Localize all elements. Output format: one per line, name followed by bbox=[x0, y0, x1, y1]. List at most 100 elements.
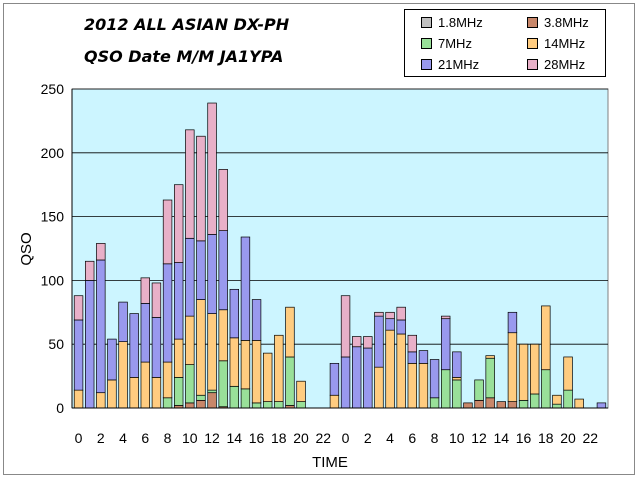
bar-segment bbox=[329, 394, 340, 409]
bar-segment bbox=[185, 315, 195, 365]
y-tick-labels: 0 50 100 150 200 250 bbox=[41, 81, 65, 416]
bar-segment bbox=[196, 240, 206, 300]
bar-segment bbox=[229, 385, 240, 409]
bar-segment bbox=[541, 369, 551, 409]
bar-segment bbox=[262, 352, 273, 402]
legend-swatch-28mhz bbox=[527, 59, 538, 70]
bar-segment bbox=[96, 392, 106, 409]
x-tick-label: 6 bbox=[141, 430, 149, 446]
x-tick-label: 10 bbox=[182, 430, 198, 446]
x-tick-label: 6 bbox=[408, 430, 416, 446]
x-tick-label: 20 bbox=[293, 430, 309, 446]
bar-segment bbox=[296, 401, 306, 409]
bar-segment bbox=[118, 341, 128, 409]
bar-segment bbox=[218, 169, 228, 231]
bar-segment bbox=[385, 311, 395, 320]
bar-segment bbox=[418, 362, 429, 409]
legend-swatch-3-8mhz bbox=[527, 17, 538, 28]
x-tick-label: 14 bbox=[227, 430, 243, 446]
bar-segment bbox=[396, 319, 406, 335]
bar-segment bbox=[251, 340, 262, 404]
bar-segment bbox=[429, 397, 440, 409]
bar-segment bbox=[151, 317, 162, 378]
bar-segment bbox=[440, 315, 451, 320]
bar-segment bbox=[196, 135, 206, 242]
bar-segment bbox=[574, 398, 584, 409]
bar-segment bbox=[396, 306, 406, 321]
bar-segment bbox=[351, 336, 362, 348]
bar-segment bbox=[251, 402, 262, 409]
x-tick-label: 4 bbox=[119, 430, 127, 446]
x-tick-label: 0 bbox=[342, 430, 350, 446]
x-tick-label: 10 bbox=[449, 430, 465, 446]
bar-segment bbox=[529, 343, 540, 395]
bar-segment bbox=[185, 237, 195, 317]
bar-segment bbox=[107, 338, 117, 381]
bar-segment bbox=[262, 401, 273, 409]
x-tick-label: 8 bbox=[431, 430, 439, 446]
bar-segment bbox=[196, 399, 206, 409]
x-tick-label: 18 bbox=[538, 430, 554, 446]
bar-segment bbox=[129, 377, 139, 409]
y-tick-label: 250 bbox=[41, 81, 65, 97]
legend-label-14mhz: 14MHz bbox=[544, 36, 586, 51]
legend-label-1-8mhz: 1.8MHz bbox=[438, 15, 483, 30]
bar-segment bbox=[207, 389, 217, 394]
bar-segment bbox=[173, 338, 184, 378]
bar-segment bbox=[552, 394, 562, 405]
y-tick-label: 0 bbox=[56, 400, 64, 416]
bar-segment bbox=[129, 313, 139, 378]
bar-segment bbox=[173, 184, 184, 263]
bar-segment bbox=[73, 295, 84, 321]
bar-segment bbox=[340, 295, 351, 358]
bar-segment bbox=[407, 334, 418, 353]
legend-item-14mhz: 14MHz bbox=[527, 36, 585, 51]
bar-segment bbox=[162, 199, 173, 265]
y-axis-title: QSO bbox=[18, 232, 35, 265]
x-tick-label: 18 bbox=[271, 430, 287, 446]
x-tick-label: 2 bbox=[364, 430, 372, 446]
bar-segment bbox=[440, 369, 451, 409]
bar-segment bbox=[374, 366, 384, 409]
bar-segment bbox=[218, 230, 228, 311]
legend-label-28mhz: 28MHz bbox=[544, 57, 586, 72]
bar-segment bbox=[73, 389, 84, 409]
bar-segment bbox=[374, 315, 384, 368]
legend-item-1-8mhz: 1.8MHz bbox=[421, 15, 483, 30]
gridlines bbox=[72, 88, 608, 345]
bar-segment bbox=[151, 377, 162, 409]
bar-segment bbox=[296, 380, 306, 402]
bar-segment bbox=[440, 318, 451, 371]
bar-segment bbox=[452, 351, 462, 378]
bar-segment bbox=[274, 334, 284, 402]
bar-segment bbox=[240, 388, 251, 409]
x-tick-label: 14 bbox=[494, 430, 510, 446]
bars bbox=[73, 102, 607, 409]
bar-segment bbox=[251, 299, 262, 341]
bar-segment bbox=[541, 305, 551, 371]
x-tick-label: 12 bbox=[471, 430, 487, 446]
bar-segment bbox=[385, 318, 395, 331]
bar-segment bbox=[207, 392, 217, 409]
x-tick-label: 20 bbox=[560, 430, 576, 446]
bar-segment bbox=[407, 362, 418, 409]
bar-segment bbox=[396, 333, 406, 409]
bar-segment bbox=[240, 236, 251, 341]
bar-segment bbox=[418, 350, 429, 364]
bar-segment bbox=[463, 402, 473, 409]
bar-segment bbox=[507, 401, 518, 409]
bar-segment bbox=[140, 361, 151, 409]
x-tick-labels: 0 2 4 6 8 10 12 14 16 18 20 22 0 2 4 6 8 10 12 14 16 18 20 22 bbox=[75, 430, 599, 446]
y-tick-label: 200 bbox=[41, 145, 65, 161]
bar-segment bbox=[240, 340, 251, 390]
bar-segment bbox=[485, 397, 495, 409]
bar-segment bbox=[185, 402, 195, 409]
bar-segment bbox=[474, 399, 484, 409]
bar-segment bbox=[196, 299, 206, 396]
bar-segment bbox=[563, 389, 573, 409]
bar-segment bbox=[185, 129, 195, 239]
bar-segment bbox=[507, 311, 518, 334]
legend-swatch-21mhz bbox=[421, 59, 432, 70]
bar-segment bbox=[485, 357, 495, 399]
